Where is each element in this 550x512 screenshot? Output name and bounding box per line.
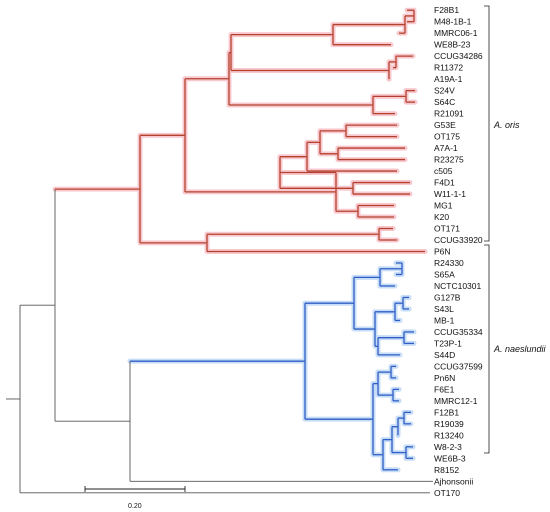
- tip-label: S65A: [434, 269, 455, 279]
- clade-label-oris: A. oris: [493, 120, 520, 130]
- tip-label: MMRC12-1: [434, 396, 478, 406]
- tip-label: WE8B-23: [434, 40, 471, 50]
- tip-label: OT171: [434, 224, 460, 234]
- tip-label: Pn6N: [434, 373, 455, 383]
- tip-label: NCTC10301: [434, 281, 482, 291]
- tip-label: CCUG37599: [434, 361, 483, 371]
- tip-label: WE6B-3: [434, 453, 466, 463]
- tip-label: R23275: [434, 155, 464, 165]
- tip-label: R24330: [434, 258, 464, 268]
- tip-label: CCUG35334: [434, 327, 483, 337]
- tip-label: S43L: [434, 304, 454, 314]
- tip-label: OT170: [434, 488, 460, 498]
- oris-clade-bracket: A. oris: [484, 5, 520, 242]
- tip-label: R21091: [434, 109, 464, 119]
- scale-bar-label: 0.20: [128, 503, 142, 510]
- tip-label: A7A-1: [434, 143, 458, 153]
- tip-label: R13240: [434, 430, 464, 440]
- tip-label: K20: [434, 212, 449, 222]
- tip-label: S24V: [434, 86, 455, 96]
- tip-label: S64C: [434, 97, 455, 107]
- tip-label: Ajhonsonii: [434, 476, 473, 486]
- tip-label: M48-1B-1: [434, 17, 472, 27]
- branch-highlight-layer: [52, 7, 428, 473]
- tip-label: R11372: [434, 63, 463, 73]
- tip-label: W8-2-3: [434, 442, 462, 452]
- tip-label: W11-1-1: [434, 189, 466, 199]
- tip-label: MMRC06-1: [434, 28, 478, 38]
- tip-label: G53E: [434, 120, 456, 130]
- tip-label: R8152: [434, 465, 459, 475]
- tip-label: S44D: [434, 350, 455, 360]
- scale-bar: 0.20: [84, 486, 186, 510]
- tip-label: F6E1: [434, 384, 455, 394]
- tip-label: F12B1: [434, 407, 459, 417]
- tip-label: G127B: [434, 292, 461, 302]
- clade-label-naeslundii: A. naeslundii: [493, 344, 547, 354]
- tip-label: MG1: [434, 201, 453, 211]
- tip-label: F4D1: [434, 178, 455, 188]
- tip-label: T23P-1: [434, 338, 462, 348]
- tip-label: F28B1: [434, 5, 459, 15]
- tip-label: P6N: [434, 246, 451, 256]
- tip-label: MB-1: [434, 315, 455, 325]
- tip-label: c505: [434, 166, 453, 176]
- tip-label: R19039: [434, 419, 464, 429]
- branch-layer: [6, 9, 433, 494]
- tip-label: CCUG34286: [434, 51, 483, 61]
- tip-label: OT175: [434, 132, 460, 142]
- naeslundii-clade-bracket: A. naeslundii: [484, 244, 547, 454]
- tip-label: CCUG33920: [434, 235, 483, 245]
- tip-label: A19A-1: [434, 74, 463, 84]
